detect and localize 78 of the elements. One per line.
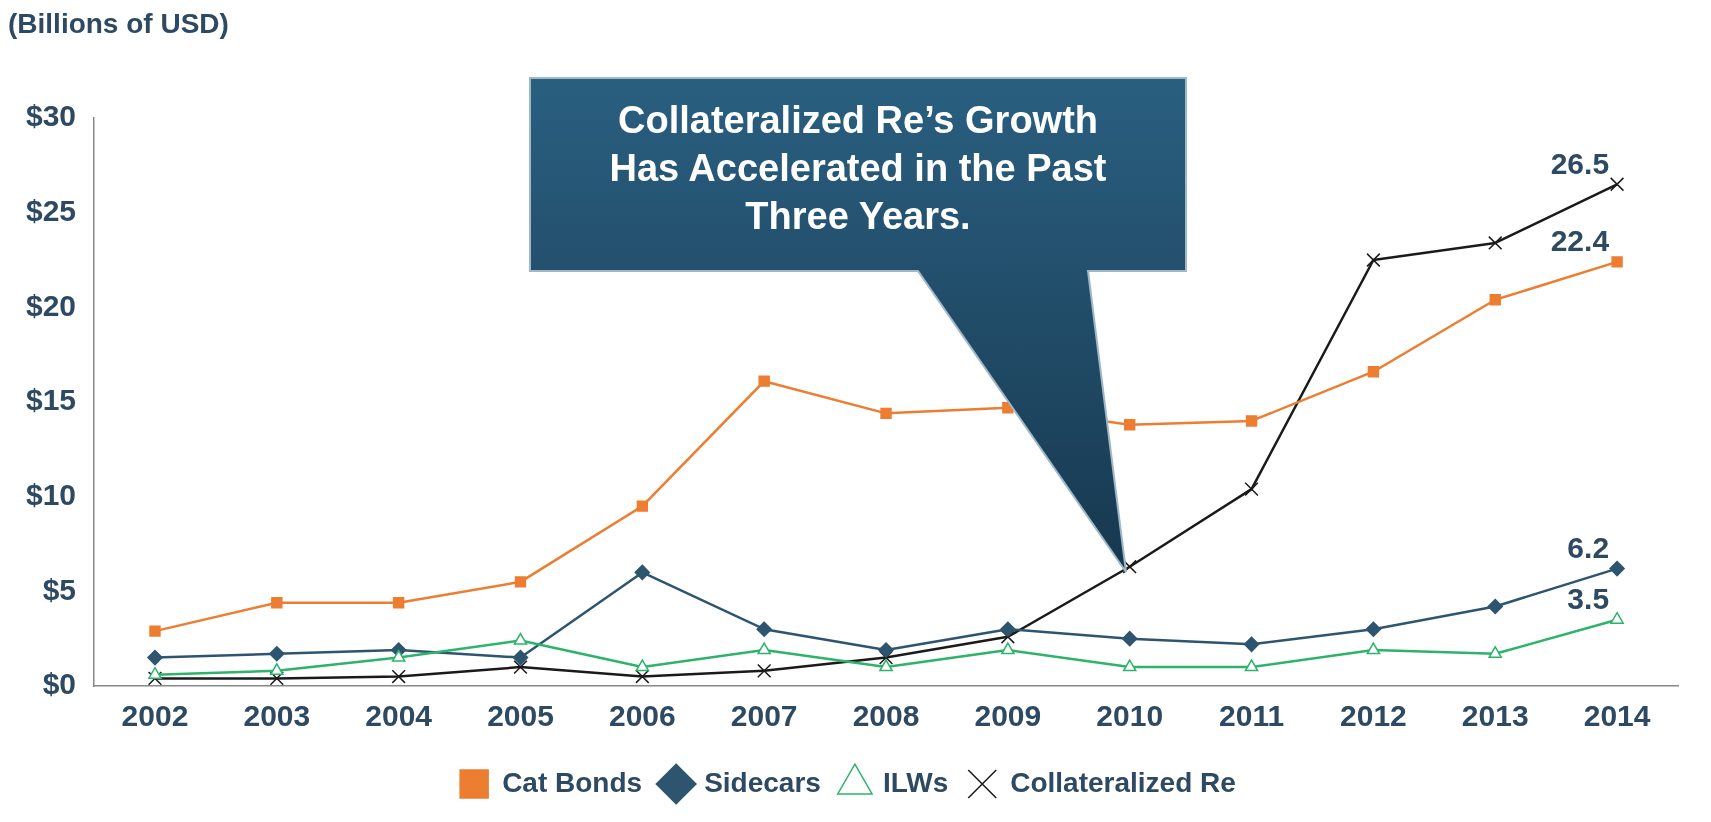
point <box>1609 177 1625 192</box>
x-tick-label: 2005 <box>487 699 554 733</box>
legend-label: Collateralized Re <box>1010 766 1236 798</box>
x-tick-label: 2002 <box>121 699 189 733</box>
point <box>879 659 893 672</box>
point <box>514 576 527 588</box>
x-tick-label: 2003 <box>243 699 311 733</box>
point <box>269 671 284 686</box>
x-tick-label: 2014 <box>1583 699 1651 733</box>
point <box>635 659 650 672</box>
point <box>147 649 163 666</box>
point <box>391 669 406 684</box>
point <box>1001 642 1015 655</box>
point <box>880 407 892 420</box>
point <box>1487 598 1503 615</box>
y-tick-label: $30 <box>25 99 77 133</box>
point <box>1245 415 1258 427</box>
point <box>1122 659 1137 672</box>
point <box>757 642 771 655</box>
data-label: 3.5 <box>1567 582 1610 615</box>
point <box>635 669 650 684</box>
x-tick-label: 2013 <box>1461 699 1529 733</box>
y-tick-label: $20 <box>25 288 77 322</box>
point <box>636 500 649 512</box>
y-tick-label: $0 <box>42 667 77 701</box>
x-tick-label: 2012 <box>1340 699 1407 733</box>
x-tick-label: 2007 <box>730 699 798 733</box>
point <box>1122 559 1137 574</box>
y-axis-title: (Billions of USD) <box>8 8 229 40</box>
y-tick-label: $15 <box>25 383 77 417</box>
point <box>148 666 162 679</box>
point <box>1489 294 1501 306</box>
point <box>392 596 405 609</box>
y-tick-label: $10 <box>25 477 77 511</box>
x-tick-label: 2004 <box>365 699 433 733</box>
point <box>1609 560 1625 577</box>
x-tick-label: 2009 <box>974 699 1042 733</box>
point <box>513 659 528 675</box>
point <box>1611 256 1623 268</box>
legend-label: Sidecars <box>704 766 821 798</box>
point <box>269 646 285 662</box>
y-tick-label: $5 <box>42 572 77 606</box>
point <box>1000 621 1016 637</box>
point <box>513 632 528 645</box>
point <box>634 564 651 581</box>
point <box>1610 611 1624 624</box>
point <box>1243 636 1260 653</box>
point <box>1124 419 1136 431</box>
point <box>512 649 529 666</box>
point <box>270 663 284 676</box>
x-tick-label: 2006 <box>608 699 676 733</box>
point <box>756 621 772 637</box>
data-label: 22.4 <box>1550 224 1610 258</box>
point <box>1488 646 1503 659</box>
point <box>1488 235 1503 251</box>
point <box>1366 252 1381 268</box>
point <box>1244 481 1259 497</box>
point <box>757 663 772 678</box>
point <box>1367 366 1380 378</box>
data-label: 26.5 <box>1550 146 1610 180</box>
point <box>758 375 770 387</box>
x-tick-label: 2010 <box>1096 699 1164 733</box>
legend-label: ILWs <box>882 766 949 798</box>
point <box>1365 621 1382 637</box>
x-tick-label: 2011 <box>1219 699 1285 733</box>
x-tick-label: 2008 <box>852 699 920 733</box>
data-label: 6.2 <box>1567 530 1610 564</box>
point <box>271 596 283 609</box>
point <box>878 642 894 658</box>
annotation: Collateralized Re’s Growth Has Accelerated in the Past Three Years. <box>608 98 1108 239</box>
point <box>391 649 406 662</box>
y-tick-label: $25 <box>25 193 77 227</box>
point <box>1121 630 1138 647</box>
legend-label: Cat Bonds <box>502 766 643 798</box>
point <box>1366 642 1381 655</box>
point <box>147 671 163 686</box>
point <box>1244 659 1259 672</box>
point <box>149 625 161 637</box>
